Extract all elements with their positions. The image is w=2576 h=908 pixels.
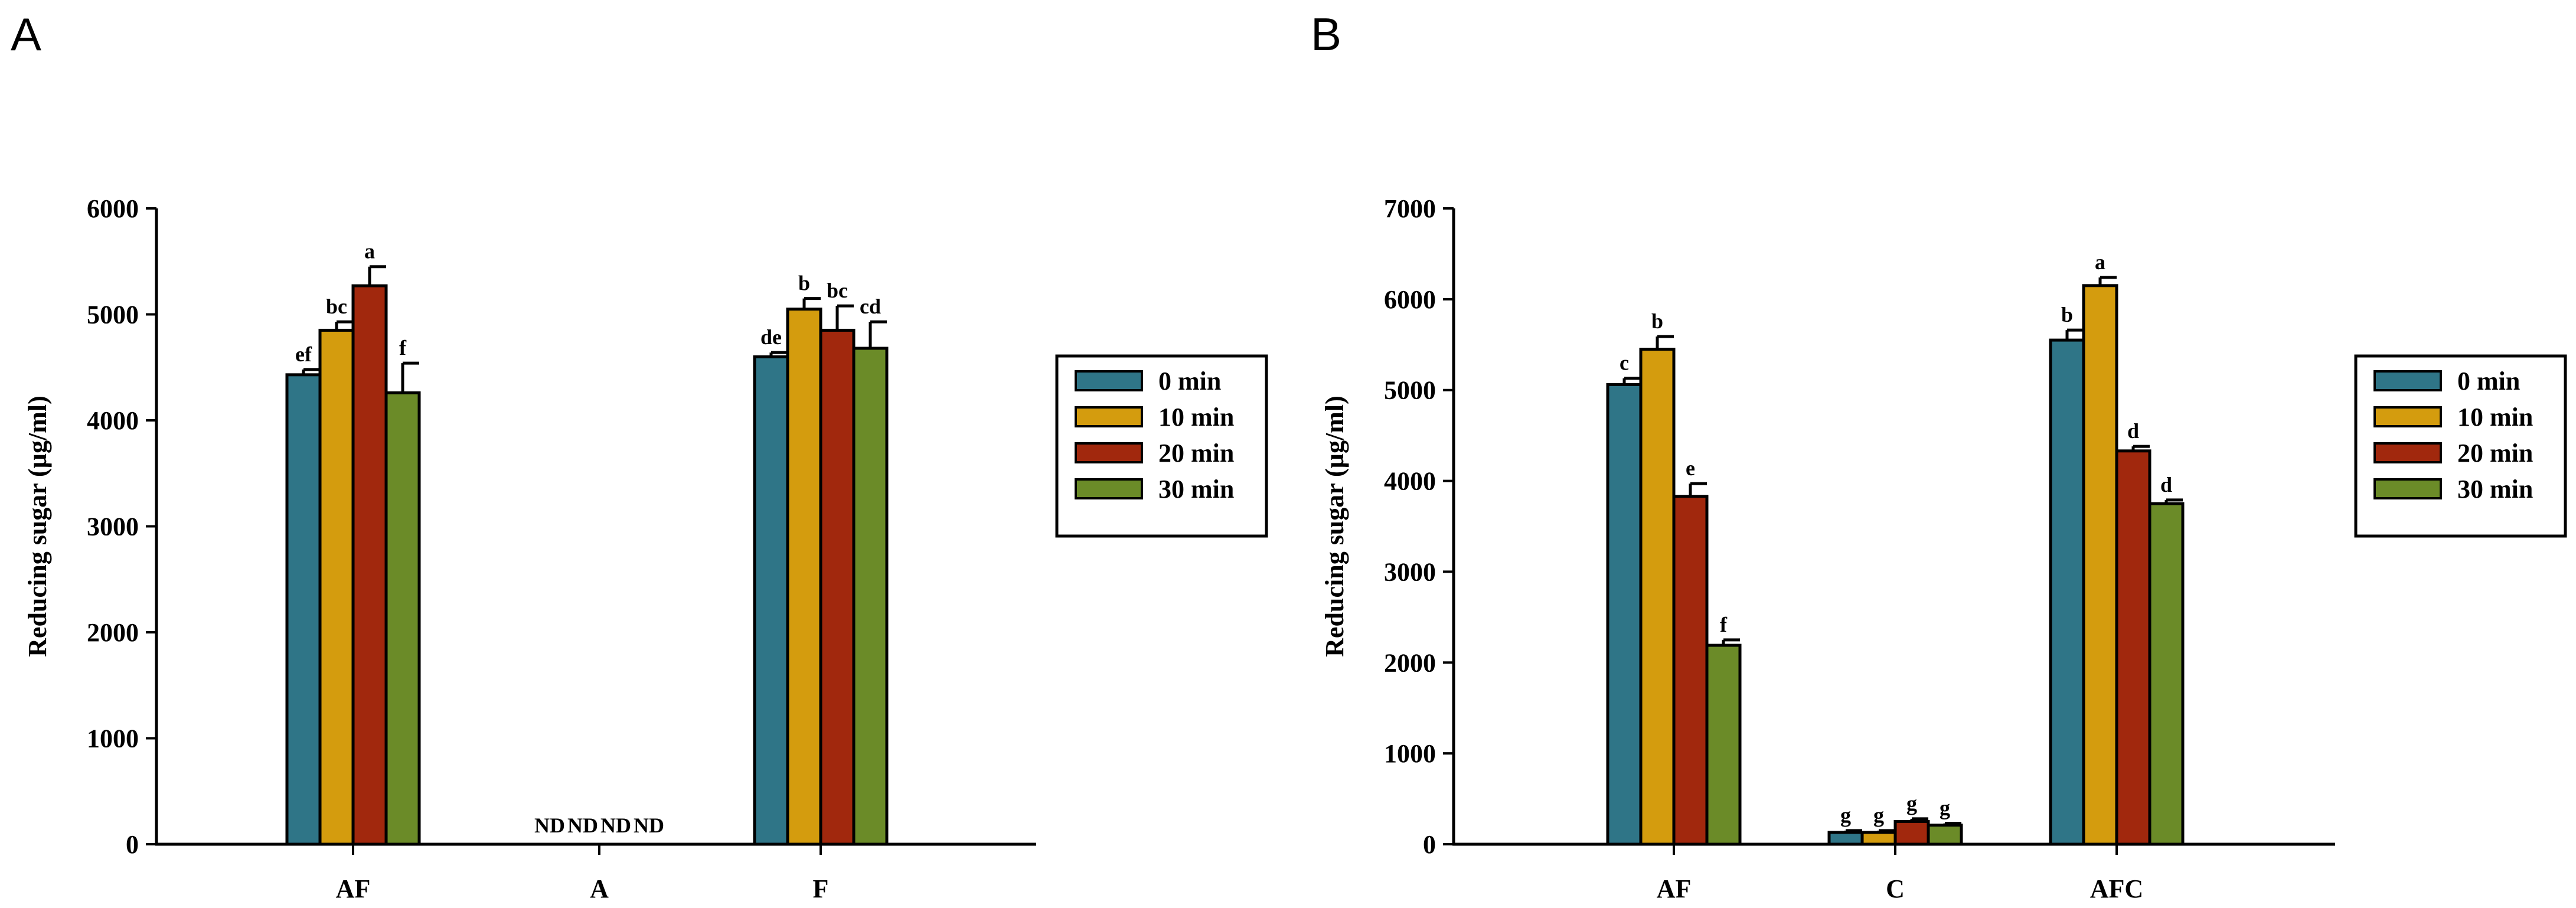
legend-swatch	[1075, 442, 1143, 463]
bar	[351, 284, 388, 846]
chart-panel-b: Reducing sugar (µg/ml) 0 1000 2000 3000 4000 5…	[1320, 194, 2567, 903]
legend-label: 10 min	[2457, 403, 2533, 432]
bar	[285, 373, 322, 846]
legend-label: 30 min	[2457, 475, 2533, 504]
bar	[384, 391, 421, 846]
legend-swatch	[2373, 370, 2442, 391]
y-tick-label: 5000	[87, 301, 139, 329]
bar	[852, 347, 889, 846]
significance-label: b	[2061, 303, 2073, 326]
significance-label: a	[2095, 250, 2105, 274]
y-tick-label: 4000	[87, 406, 139, 435]
significance-label: g	[1873, 804, 1884, 827]
legend-swatch	[1075, 406, 1143, 427]
legend-label: 0 min	[1158, 367, 1221, 396]
y-tick-label: 0	[1423, 830, 1436, 859]
significance-label: d	[2127, 419, 2139, 443]
x-tick-label: F	[813, 874, 829, 903]
y-tick-label: 7000	[1384, 194, 1436, 223]
bar	[1893, 820, 1930, 846]
y-tick-label: 5000	[1384, 376, 1436, 405]
significance-label: cd	[860, 295, 881, 318]
y-tick-label: 3000	[1384, 557, 1436, 586]
significance-label: d	[2160, 473, 2172, 497]
significance-label: ef	[295, 342, 312, 366]
bar	[2049, 338, 2085, 846]
bar	[1606, 383, 1643, 846]
significance-label: a	[364, 240, 375, 263]
bar	[2148, 502, 2185, 846]
bar	[318, 328, 355, 846]
significance-label: f	[1720, 613, 1728, 636]
significance-label: g	[1940, 796, 1950, 820]
bar	[819, 328, 856, 846]
significance-label: e	[1686, 456, 1695, 480]
bar	[2082, 284, 2118, 846]
significance-label: c	[1620, 351, 1629, 375]
x-tick-label: AF	[1657, 874, 1692, 903]
significance-label: b	[798, 272, 810, 295]
significance-label: g	[1840, 804, 1851, 827]
significance-label: ND	[600, 814, 631, 837]
y-tick-label: 6000	[87, 194, 139, 223]
legend-label: 0 min	[2457, 367, 2520, 396]
legend-swatch	[1075, 478, 1143, 499]
x-tick-label: AFC	[2090, 874, 2143, 903]
legend-swatch	[2373, 478, 2442, 499]
significance-label: g	[1906, 792, 1917, 815]
y-tick-label: 1000	[87, 724, 139, 753]
bar	[1827, 831, 1864, 846]
bar	[1860, 831, 1897, 846]
legend-label: 10 min	[1158, 403, 1234, 432]
y-axis-label: Reducing sugar (µg/ml)	[1320, 396, 1349, 657]
legend-swatch	[2373, 442, 2442, 463]
significance-label: ND	[567, 814, 598, 837]
significance-label: de	[760, 325, 782, 349]
significance-label: ND	[634, 814, 664, 837]
y-axis-label: Reducing sugar (µg/ml)	[23, 396, 52, 657]
bar	[2115, 449, 2151, 846]
panel-b-label: B	[1311, 8, 1341, 60]
significance-label: ND	[534, 814, 565, 837]
x-tick-label: AF	[336, 874, 371, 903]
y-tick-label: 6000	[1384, 285, 1436, 314]
bar	[1639, 347, 1676, 846]
significance-label: b	[1651, 309, 1663, 333]
bar	[1705, 644, 1742, 846]
x-tick-label: C	[1886, 874, 1905, 903]
legend-label: 20 min	[1158, 439, 1234, 468]
panel-a-label: A	[11, 8, 41, 60]
significance-label: f	[399, 336, 407, 360]
legend-label: 20 min	[2457, 439, 2533, 468]
y-tick-label: 2000	[1384, 648, 1436, 677]
significance-label: bc	[326, 295, 347, 318]
y-tick-label: 0	[126, 830, 139, 859]
bar	[1927, 824, 1963, 846]
y-tick-label: 2000	[87, 618, 139, 647]
legend-swatch	[1075, 370, 1143, 391]
legend-swatch	[2373, 406, 2442, 427]
bar	[786, 308, 822, 846]
y-tick-label: 3000	[87, 512, 139, 541]
y-tick-label: 1000	[1384, 739, 1436, 768]
y-tick-label: 4000	[1384, 467, 1436, 496]
bar	[1672, 495, 1709, 846]
bar	[753, 355, 789, 846]
x-tick-label: A	[590, 874, 609, 903]
significance-label: bc	[827, 279, 848, 302]
chart-panel-a: Reducing sugar (µg/ml) 0 1000 2000 3000 4000 5…	[23, 194, 1268, 903]
legend-label: 30 min	[1158, 475, 1234, 504]
